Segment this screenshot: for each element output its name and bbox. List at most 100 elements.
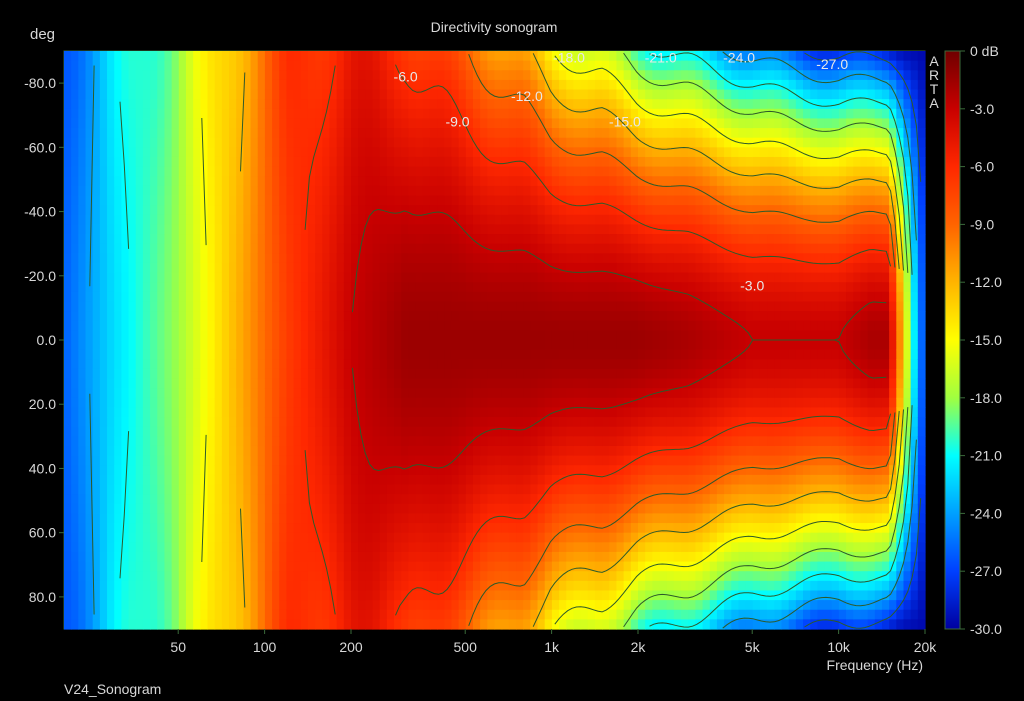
heatmap-cell (128, 417, 137, 428)
heatmap-cell (358, 185, 366, 197)
heatmap-cell (221, 436, 230, 447)
heatmap-cell (544, 99, 553, 110)
heatmap-cell (451, 118, 460, 129)
heatmap-cell (200, 262, 209, 274)
heatmap-cell (85, 234, 94, 245)
heatmap-cell (501, 571, 510, 582)
heatmap-cell (150, 195, 158, 206)
heatmap-cell (193, 513, 201, 524)
heatmap-cell (379, 417, 388, 428)
heatmap-cell (508, 320, 517, 331)
heatmap-cell (379, 147, 388, 158)
heatmap-cell (264, 234, 273, 245)
heatmap-cell (594, 619, 603, 630)
heatmap-cell (243, 224, 252, 235)
heatmap-cell (293, 388, 302, 399)
heatmap-cell (315, 311, 323, 322)
heatmap-cell (616, 60, 625, 71)
heatmap-cell (171, 465, 180, 476)
heatmap-cell (322, 234, 331, 245)
heatmap-cell (264, 320, 273, 331)
heatmap-cell (279, 224, 288, 235)
heatmap-cell (257, 137, 266, 148)
heatmap-cell (616, 445, 625, 457)
heatmap-cell (429, 156, 438, 168)
heatmap-cell (444, 224, 453, 235)
heatmap-cell (465, 195, 474, 206)
heatmap-cell (487, 619, 496, 630)
heatmap-cell (508, 407, 517, 418)
heatmap-cell (264, 417, 273, 428)
heatmap-cell (451, 214, 460, 225)
heatmap-cell (322, 571, 331, 582)
heatmap-cell (214, 301, 223, 312)
heatmap-cell (494, 609, 503, 620)
heatmap-cell (465, 494, 474, 505)
heatmap-cell (107, 79, 115, 91)
heatmap-cell (386, 532, 395, 543)
heatmap-cell (638, 234, 646, 245)
heatmap-cell (645, 243, 653, 254)
heatmap-cell (559, 156, 567, 168)
heatmap-cell (114, 89, 122, 100)
heatmap-cell (171, 551, 180, 563)
heatmap-cell (92, 128, 101, 139)
heatmap-cell (142, 388, 151, 399)
heatmap-cell (638, 551, 646, 563)
heatmap-cell (530, 523, 539, 534)
heatmap-cell (415, 185, 424, 197)
heatmap-cell (99, 195, 108, 206)
heatmap-cell (121, 368, 130, 380)
heatmap-cell (358, 79, 366, 91)
heatmap-cell (587, 600, 596, 611)
heatmap-cell (451, 436, 460, 447)
heatmap-cell (573, 320, 582, 331)
heatmap-cell (372, 253, 381, 264)
heatmap-cell (150, 60, 158, 71)
heatmap-cell (444, 282, 453, 293)
heatmap-cell (336, 214, 345, 225)
heatmap-cell (351, 436, 359, 447)
heatmap-cell (652, 542, 661, 553)
heatmap-cell (307, 243, 316, 254)
heatmap-cell (523, 580, 531, 592)
heatmap-cell (243, 455, 252, 466)
heatmap-cell (272, 51, 280, 62)
heatmap-cell (630, 426, 639, 437)
heatmap-cell (602, 474, 610, 486)
heatmap-cell (451, 494, 460, 505)
heatmap-cell (293, 147, 302, 158)
heatmap-cell (573, 214, 582, 225)
heatmap-cell (465, 282, 474, 293)
heatmap-cell (437, 340, 445, 351)
heatmap-cell (229, 214, 237, 225)
heatmap-cell (494, 571, 503, 582)
heatmap-cell (645, 417, 653, 428)
heatmap-cell (286, 282, 295, 293)
heatmap-cell (587, 397, 596, 409)
heatmap-cell (336, 330, 345, 341)
heatmap-cell (508, 253, 517, 264)
heatmap-cell (71, 291, 79, 303)
heatmap-cell (178, 494, 187, 505)
heatmap-cell (307, 166, 316, 177)
heatmap-cell (465, 99, 474, 110)
heatmap-cell (142, 272, 151, 283)
heatmap-cell (71, 368, 79, 380)
heatmap-cell (422, 262, 431, 274)
heatmap-cell (580, 330, 589, 341)
heatmap-cell (437, 282, 445, 293)
heatmap-cell (415, 571, 424, 582)
heatmap-cell (480, 156, 488, 168)
heatmap-cell (501, 609, 510, 620)
heatmap-cell (358, 619, 366, 630)
heatmap-cell (121, 205, 130, 216)
heatmap-cell (107, 513, 115, 524)
heatmap-cell (580, 195, 589, 206)
heatmap-cell (501, 445, 510, 457)
heatmap-cell (638, 619, 646, 630)
heatmap-cell (322, 609, 331, 620)
heatmap-cell (573, 571, 582, 582)
heatmap-cell (451, 51, 460, 62)
heatmap-cell (286, 89, 295, 100)
